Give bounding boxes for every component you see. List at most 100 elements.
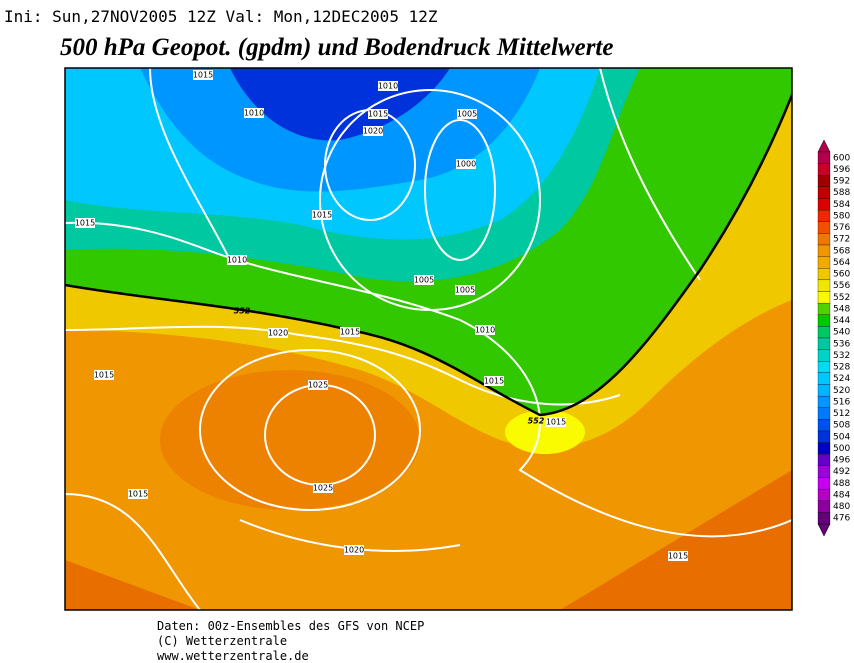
colorbar-label: 560 (833, 270, 850, 280)
colorbar-label: 576 (833, 223, 850, 233)
isobar-label-bg (75, 218, 95, 228)
isobar-label-bg (308, 380, 328, 390)
colorbar-swatch (817, 302, 831, 315)
isobar-label-bg (268, 328, 288, 338)
colorbar-swatch (817, 244, 831, 257)
colorbar-swatch (817, 337, 831, 350)
colorbar-label: 540 (833, 328, 850, 338)
contour-label: 552 (528, 417, 545, 426)
isobar (149, 68, 701, 281)
colorbar-label: 564 (833, 258, 850, 268)
isobar-label: 1015 (340, 328, 360, 337)
colorbar-swatch (817, 314, 831, 327)
colorbar-label: 524 (833, 374, 850, 384)
colorbar-swatch (817, 419, 831, 432)
colorbar-swatch (817, 488, 831, 501)
colorbar-label: 596 (833, 165, 850, 175)
colorbar-label: 572 (833, 235, 850, 245)
colorbar-label: 516 (833, 397, 850, 407)
colorbar-swatch (817, 500, 831, 513)
colorbar-label: 488 (833, 479, 850, 489)
colorbar-swatch (817, 151, 831, 164)
isobar-label: 1015 (368, 110, 388, 119)
isobar (199, 349, 421, 511)
colorbar-label: 520 (833, 386, 850, 396)
colorbar-label: 512 (833, 409, 850, 419)
colorbar-swatch (817, 233, 831, 246)
colorbar-label: 532 (833, 351, 850, 361)
isobar-label-bg (344, 545, 364, 555)
colorbar-label: 588 (833, 188, 850, 198)
isobar-label: 1010 (244, 109, 264, 118)
isobar-label-bg (368, 109, 388, 119)
colorbar-label: 496 (833, 456, 850, 466)
colorbar-label: 548 (833, 304, 850, 314)
colorbar-swatch (817, 361, 831, 374)
isobar (65, 221, 792, 538)
isobar-label: 1015 (668, 552, 688, 561)
isobar-label-bg (227, 255, 247, 265)
isobar-label: 1015 (75, 219, 95, 228)
colorbar-swatch (817, 186, 831, 199)
colorbar-swatch (817, 384, 831, 397)
map-title: 500 hPa Geopot. (gpdm) und Bodendruck Mi… (60, 34, 613, 61)
isobar-label-bg (484, 376, 504, 386)
colorbar-label: 552 (833, 293, 850, 303)
colorbar-swatch (817, 407, 831, 420)
isobar-label: 1015 (546, 418, 566, 427)
colorbar-label: 568 (833, 246, 850, 256)
isobar (65, 493, 461, 610)
colorbar-end (817, 523, 831, 537)
isobar-label-bg (193, 70, 213, 80)
footer-line: www.wetterzentrale.de (157, 649, 309, 663)
isobar-label: 1000 (456, 160, 476, 169)
run-info: Ini: Sun,27NOV2005 12Z Val: Mon,12DEC200… (4, 7, 438, 26)
isobar-label-bg (378, 81, 398, 91)
isobar-label: 1015 (312, 211, 332, 220)
colorbar-label: 528 (833, 363, 850, 373)
colorbar-label: 508 (833, 421, 850, 431)
colorbar-swatch (817, 465, 831, 478)
colorbar-label: 504 (833, 432, 850, 442)
colorbar-swatch (817, 454, 831, 467)
colorbar-label: 476 (833, 514, 850, 524)
colorbar-label: 556 (833, 281, 850, 291)
isobar-label-bg (475, 325, 495, 335)
colorbar-swatch (817, 477, 831, 490)
colorbar-label: 536 (833, 339, 850, 349)
isobar-label-bg (340, 327, 360, 337)
isobar-label: 1010 (378, 82, 398, 91)
isobar-label: 1005 (457, 110, 477, 119)
colorbar-swatch (817, 372, 831, 385)
isobar-label: 1010 (475, 326, 495, 335)
isobar-label-bg (546, 417, 566, 427)
isobar (424, 119, 496, 261)
colorbar-swatch (817, 512, 831, 525)
colorbar-label: 600 (833, 153, 850, 163)
isobar-label-bg (94, 370, 114, 380)
map-frame (64, 67, 793, 611)
colorbar-label: 544 (833, 316, 850, 326)
isobar-label-bg (128, 489, 148, 499)
colorbar-label: 584 (833, 200, 850, 210)
isobar-label: 1015 (94, 371, 114, 380)
isobar-label-bg (244, 108, 264, 118)
colorbar-end (817, 139, 831, 153)
isobar-label: 1025 (313, 484, 333, 493)
colorbar-swatch (817, 291, 831, 304)
isobar-label: 1005 (414, 276, 434, 285)
isobar-label-bg (668, 551, 688, 561)
colorbar-label: 492 (833, 467, 850, 477)
isobar-label-bg (313, 483, 333, 493)
isobar-label: 1015 (193, 71, 213, 80)
colorbar-swatch (817, 326, 831, 339)
isobar-label: 1025 (308, 381, 328, 390)
colorbar-label: 580 (833, 211, 850, 221)
isobar-label-bg (455, 285, 475, 295)
colorbar-swatch (817, 198, 831, 211)
isobar-label-bg (312, 210, 332, 220)
contour-552 (65, 94, 792, 417)
colorbar-swatch (817, 163, 831, 176)
colorbar-swatch (817, 395, 831, 408)
isobar-label: 1020 (344, 546, 364, 555)
